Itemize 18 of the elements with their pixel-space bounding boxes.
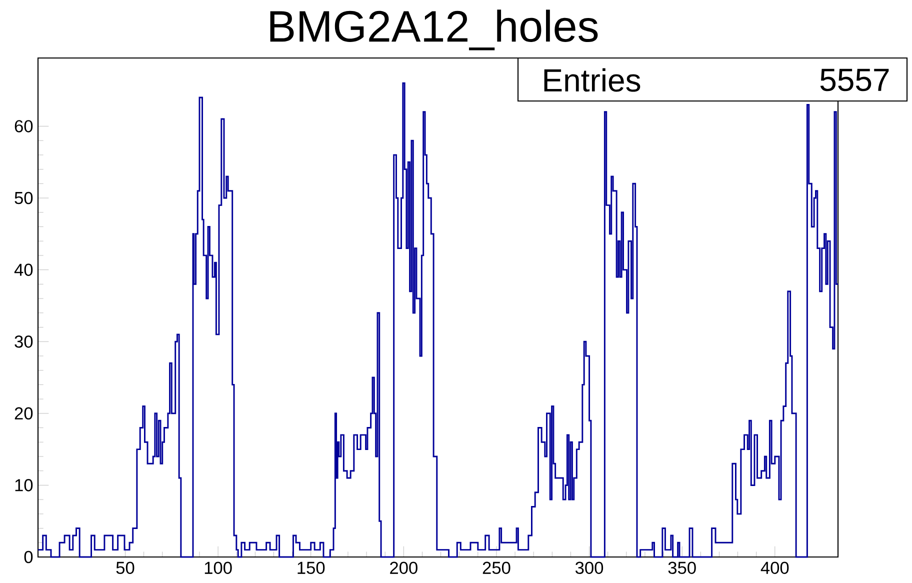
y-tick-label: 50 — [14, 192, 33, 204]
x-tick-label: 300 — [575, 562, 604, 574]
y-tick-label: 60 — [14, 120, 33, 132]
x-tick-label: 250 — [482, 562, 510, 574]
chart-title: BMG2A12_holes — [270, 10, 598, 50]
y-tick-label: 40 — [14, 264, 33, 276]
y-tick-label: 0 — [24, 550, 33, 564]
x-tick-label: 200 — [390, 562, 418, 574]
y-tick-label: 10 — [15, 479, 33, 492]
x-tick-label: 150 — [298, 562, 325, 574]
x-tick-label: 400 — [760, 562, 789, 574]
x-tick-label: 350 — [668, 562, 696, 574]
annotation: Entries — [544, 68, 640, 92]
y-tick-label: 20 — [14, 407, 33, 420]
y-tick-label: 30 — [14, 335, 33, 348]
x-tick-label: 100 — [204, 562, 232, 574]
annotation: 5557 — [820, 68, 889, 92]
x-tick-label: 50 — [116, 562, 134, 574]
